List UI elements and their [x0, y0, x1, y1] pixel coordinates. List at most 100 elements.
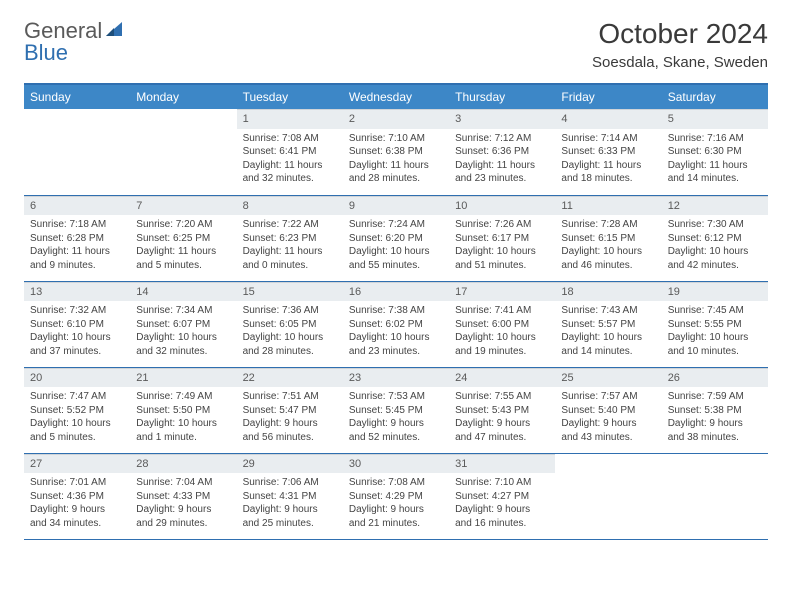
day-line: Sunset: 4:31 PM	[243, 490, 337, 504]
day-line: and 14 minutes.	[561, 345, 655, 359]
logo-sail-icon	[104, 18, 124, 44]
day-body: Sunrise: 7:20 AMSunset: 6:25 PMDaylight:…	[130, 215, 236, 278]
day-body: Sunrise: 7:16 AMSunset: 6:30 PMDaylight:…	[662, 129, 768, 192]
day-line: and 51 minutes.	[455, 259, 549, 273]
day-line: and 42 minutes.	[668, 259, 762, 273]
location: Soesdala, Skane, Sweden	[592, 54, 768, 71]
day-line: Daylight: 9 hours	[349, 417, 443, 431]
month-title: October 2024	[592, 18, 768, 50]
day-line: Daylight: 9 hours	[455, 503, 549, 517]
day-number: 24	[449, 368, 555, 388]
day-number: 10	[449, 196, 555, 216]
day-line: Daylight: 10 hours	[243, 331, 337, 345]
day-number: 8	[237, 196, 343, 216]
calendar-cell: 17Sunrise: 7:41 AMSunset: 6:00 PMDayligh…	[449, 281, 555, 367]
calendar-week-row: 6Sunrise: 7:18 AMSunset: 6:28 PMDaylight…	[24, 195, 768, 281]
day-line: and 47 minutes.	[455, 431, 549, 445]
calendar-cell: 3Sunrise: 7:12 AMSunset: 6:36 PMDaylight…	[449, 109, 555, 195]
calendar-cell: 7Sunrise: 7:20 AMSunset: 6:25 PMDaylight…	[130, 195, 236, 281]
day-line: Sunrise: 7:10 AM	[455, 476, 549, 490]
day-header: Thursday	[449, 84, 555, 109]
day-line: Daylight: 11 hours	[136, 245, 230, 259]
day-body: Sunrise: 7:45 AMSunset: 5:55 PMDaylight:…	[662, 301, 768, 364]
day-line: Daylight: 11 hours	[243, 159, 337, 173]
day-line: Sunset: 6:00 PM	[455, 318, 549, 332]
day-line: Sunrise: 7:06 AM	[243, 476, 337, 490]
day-line: Sunset: 6:33 PM	[561, 145, 655, 159]
day-line: Sunset: 6:28 PM	[30, 232, 124, 246]
calendar-cell: 21Sunrise: 7:49 AMSunset: 5:50 PMDayligh…	[130, 367, 236, 453]
day-header: Tuesday	[237, 84, 343, 109]
day-line: and 18 minutes.	[561, 172, 655, 186]
day-line: Daylight: 11 hours	[668, 159, 762, 173]
day-body: Sunrise: 7:38 AMSunset: 6:02 PMDaylight:…	[343, 301, 449, 364]
day-line: Sunset: 6:12 PM	[668, 232, 762, 246]
day-line: Sunrise: 7:16 AM	[668, 132, 762, 146]
calendar-cell: 11Sunrise: 7:28 AMSunset: 6:15 PMDayligh…	[555, 195, 661, 281]
day-line: Daylight: 10 hours	[668, 331, 762, 345]
day-line: and 56 minutes.	[243, 431, 337, 445]
calendar-cell: 29Sunrise: 7:06 AMSunset: 4:31 PMDayligh…	[237, 453, 343, 539]
calendar-cell: 20Sunrise: 7:47 AMSunset: 5:52 PMDayligh…	[24, 367, 130, 453]
calendar-cell: 14 Sunrise: 7:34 AMSunset: 6:07 PMDayligh…	[130, 281, 236, 367]
day-number: 9	[343, 196, 449, 216]
day-line: Sunset: 4:36 PM	[30, 490, 124, 504]
day-line: Sunset: 6:30 PM	[668, 145, 762, 159]
day-number: 23	[343, 368, 449, 388]
day-number: 6	[24, 196, 130, 216]
day-number: 21	[130, 368, 236, 388]
day-line: Sunset: 6:17 PM	[455, 232, 549, 246]
day-line: and 23 minutes.	[349, 345, 443, 359]
day-number: 14	[130, 282, 236, 302]
day-line: Sunrise: 7:30 AM	[668, 218, 762, 232]
day-line: Daylight: 10 hours	[349, 331, 443, 345]
day-line: Daylight: 9 hours	[243, 417, 337, 431]
day-line: Daylight: 11 hours	[455, 159, 549, 173]
day-line: Sunset: 5:55 PM	[668, 318, 762, 332]
day-number: 1	[237, 109, 343, 129]
calendar-cell: 26Sunrise: 7:59 AMSunset: 5:38 PMDayligh…	[662, 367, 768, 453]
day-body: Sunrise: 7:55 AMSunset: 5:43 PMDaylight:…	[449, 387, 555, 450]
day-line: Daylight: 10 hours	[455, 245, 549, 259]
day-line: Daylight: 9 hours	[136, 503, 230, 517]
day-line: Sunrise: 7:45 AM	[668, 304, 762, 318]
day-line: Sunset: 5:38 PM	[668, 404, 762, 418]
day-line: and 5 minutes.	[30, 431, 124, 445]
day-line: Sunrise: 7:55 AM	[455, 390, 549, 404]
day-line: Sunset: 6:38 PM	[349, 145, 443, 159]
day-number: 25	[555, 368, 661, 388]
day-line: Daylight: 10 hours	[455, 331, 549, 345]
day-line: Daylight: 10 hours	[30, 331, 124, 345]
day-line: Daylight: 10 hours	[668, 245, 762, 259]
day-body	[130, 113, 236, 165]
day-header: Friday	[555, 84, 661, 109]
day-number: 26	[662, 368, 768, 388]
day-body: Sunrise: 7:24 AMSunset: 6:20 PMDaylight:…	[343, 215, 449, 278]
day-body: Sunrise: 7:57 AMSunset: 5:40 PMDaylight:…	[555, 387, 661, 450]
day-body: Sunrise: 7:08 AMSunset: 4:29 PMDaylight:…	[343, 473, 449, 536]
day-line: Sunset: 6:23 PM	[243, 232, 337, 246]
day-number: 28	[130, 454, 236, 474]
day-line: and 1 minute.	[136, 431, 230, 445]
day-line: Sunset: 6:41 PM	[243, 145, 337, 159]
day-header: Monday	[130, 84, 236, 109]
day-line: Sunrise: 7:47 AM	[30, 390, 124, 404]
day-line: Sunrise: 7:32 AM	[30, 304, 124, 318]
day-line: Sunrise: 7:34 AM	[136, 304, 230, 318]
day-line: and 14 minutes.	[668, 172, 762, 186]
day-line: Sunrise: 7:41 AM	[455, 304, 549, 318]
day-line: Sunset: 5:43 PM	[455, 404, 549, 418]
calendar-week-row: 1Sunrise: 7:08 AMSunset: 6:41 PMDaylight…	[24, 109, 768, 195]
calendar-cell: 31Sunrise: 7:10 AMSunset: 4:27 PMDayligh…	[449, 453, 555, 539]
day-body: Sunrise: 7:10 AMSunset: 6:38 PMDaylight:…	[343, 129, 449, 192]
day-body	[24, 113, 130, 165]
day-number: 16	[343, 282, 449, 302]
day-number: 22	[237, 368, 343, 388]
title-block: October 2024 Soesdala, Skane, Sweden	[592, 18, 768, 71]
day-body: Sunrise: 7:10 AMSunset: 4:27 PMDaylight:…	[449, 473, 555, 536]
day-number: 3	[449, 109, 555, 129]
day-line: Sunset: 6:07 PM	[136, 318, 230, 332]
day-body: Sunrise: 7:32 AMSunset: 6:10 PMDaylight:…	[24, 301, 130, 364]
day-line: Sunrise: 7:36 AM	[243, 304, 337, 318]
day-line: Daylight: 10 hours	[136, 331, 230, 345]
